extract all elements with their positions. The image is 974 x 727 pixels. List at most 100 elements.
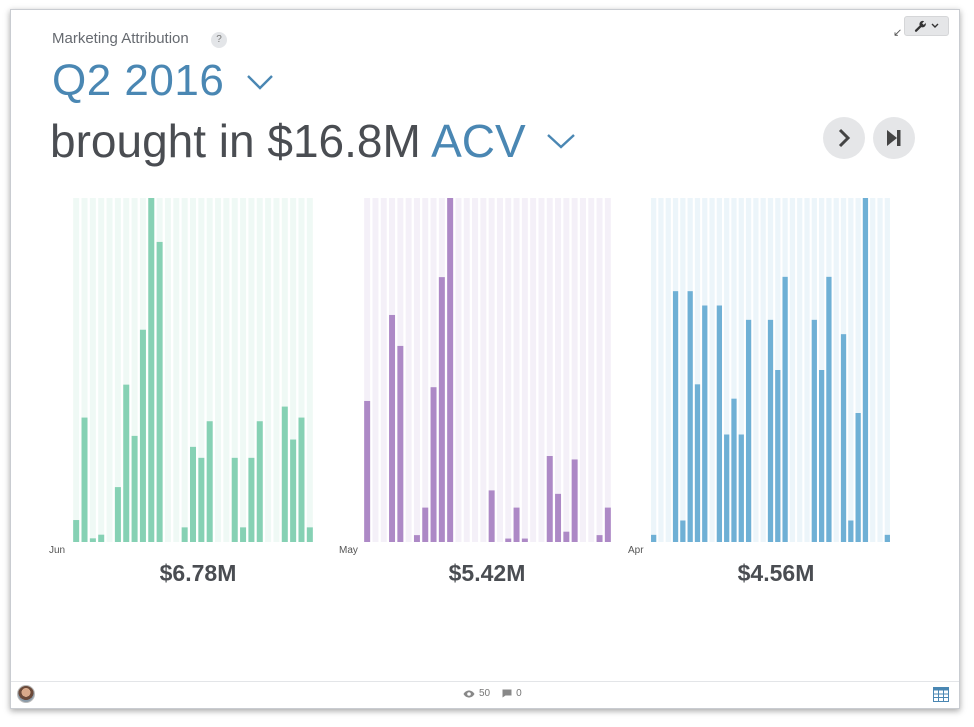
total-label-apr: $4.56M <box>737 560 815 586</box>
help-icon[interactable]: ? <box>211 32 227 48</box>
bar-may-9[interactable] <box>438 277 445 542</box>
bar-track-jun <box>114 198 121 542</box>
bar-jun-19[interactable] <box>231 457 238 542</box>
bar-apr-18[interactable] <box>782 276 788 542</box>
bar-jun-20[interactable] <box>240 527 247 542</box>
bar-may-6[interactable] <box>413 535 420 542</box>
bar-track-jun <box>181 198 188 542</box>
bar-apr-32[interactable] <box>884 534 890 542</box>
bar-apr-28[interactable] <box>855 413 861 542</box>
bar-apr-3[interactable] <box>672 291 679 542</box>
bar-apr-26[interactable] <box>840 334 847 542</box>
bar-jun-8[interactable] <box>139 329 146 542</box>
bar-track-may <box>455 198 462 542</box>
bar-jun-0[interactable] <box>73 520 80 542</box>
avatar[interactable] <box>17 685 35 703</box>
bar-jun-14[interactable] <box>189 446 197 542</box>
bar-apr-16[interactable] <box>767 319 774 542</box>
bar-may-15[interactable] <box>488 490 495 542</box>
period-chevron-down-icon[interactable] <box>246 74 274 90</box>
bar-apr-17[interactable] <box>775 370 781 542</box>
bar-jun-2[interactable] <box>89 538 96 542</box>
bar-jun-25[interactable] <box>281 406 288 542</box>
bar-jun-28[interactable] <box>306 527 313 542</box>
bar-may-29[interactable] <box>604 507 611 542</box>
wrench-icon <box>914 20 926 32</box>
bar-jun-15[interactable] <box>198 457 205 542</box>
bar-apr-6[interactable] <box>694 384 701 542</box>
bar-track-jun <box>206 198 213 542</box>
skip-to-end-button[interactable] <box>873 117 915 159</box>
bar-apr-29[interactable] <box>862 198 869 542</box>
comment-icon[interactable] <box>502 689 512 698</box>
bar-apr-9[interactable] <box>716 305 723 543</box>
bar-track-may <box>555 198 562 542</box>
bar-track-may <box>538 198 545 542</box>
bar-jun-6[interactable] <box>123 384 130 542</box>
bar-apr-24[interactable] <box>826 276 832 542</box>
bar-may-8[interactable] <box>430 387 437 542</box>
bar-track-may <box>413 198 420 542</box>
bar-jun-26[interactable] <box>290 439 297 542</box>
bar-may-19[interactable] <box>521 538 528 542</box>
bar-track-apr <box>731 198 737 542</box>
bar-apr-4[interactable] <box>680 520 686 543</box>
bar-apr-12[interactable] <box>738 434 744 543</box>
bar-may-3[interactable] <box>389 314 396 542</box>
bar-jun-10[interactable] <box>156 241 163 542</box>
bar-apr-11[interactable] <box>731 398 737 542</box>
bar-apr-5[interactable] <box>687 291 693 542</box>
skip-to-end-icon <box>887 130 901 146</box>
settings-menu-button[interactable] <box>904 16 949 36</box>
bar-track-may <box>505 198 512 542</box>
bar-track-apr <box>658 198 664 542</box>
bar-may-28[interactable] <box>596 535 603 542</box>
bar-jun-13[interactable] <box>181 527 188 542</box>
chevron-down-icon <box>931 23 939 28</box>
bar-may-10[interactable] <box>447 198 454 542</box>
metric-selector[interactable]: ACV <box>431 115 526 167</box>
dashboard-card: Marketing Attribution ? ↙ Q2 2016 brough… <box>10 9 960 709</box>
bar-apr-13[interactable] <box>745 319 752 542</box>
bar-may-22[interactable] <box>546 456 553 542</box>
bar-jun-9[interactable] <box>148 198 155 542</box>
bar-track-may <box>604 198 611 542</box>
bar-apr-10[interactable] <box>724 434 730 543</box>
bar-may-0[interactable] <box>364 400 371 542</box>
bar-may-23[interactable] <box>555 493 562 542</box>
bar-apr-22[interactable] <box>811 319 817 542</box>
total-label-may: $5.42M <box>448 560 526 586</box>
bar-jun-22[interactable] <box>256 421 263 542</box>
bar-jun-16[interactable] <box>206 421 213 542</box>
bar-jun-7[interactable] <box>131 435 138 542</box>
bar-track-apr <box>680 198 686 542</box>
bar-may-7[interactable] <box>422 507 429 542</box>
table-icon[interactable] <box>933 687 949 702</box>
bar-track-may <box>546 198 553 542</box>
bar-jun-1[interactable] <box>81 417 88 542</box>
bar-apr-0[interactable] <box>651 534 657 542</box>
bar-may-4[interactable] <box>397 345 404 542</box>
comments-count: 0 <box>516 688 522 699</box>
bar-track-may <box>364 198 371 542</box>
bar-may-18[interactable] <box>513 507 520 542</box>
bar-track-may <box>496 198 503 542</box>
bar-track-apr <box>855 198 861 542</box>
bar-apr-27[interactable] <box>848 520 854 543</box>
bar-jun-5[interactable] <box>114 487 121 542</box>
metric-chevron-down-icon[interactable] <box>546 133 576 149</box>
bar-may-24[interactable] <box>563 531 570 542</box>
bar-track-apr <box>760 198 766 542</box>
expand-icon[interactable]: ↙ <box>893 27 903 39</box>
bar-track-may <box>563 198 570 542</box>
bar-may-25[interactable] <box>571 459 578 542</box>
bar-jun-27[interactable] <box>298 417 305 542</box>
period-selector[interactable]: Q2 2016 <box>52 56 225 105</box>
bar-may-17[interactable] <box>505 538 512 542</box>
next-button[interactable] <box>823 117 865 159</box>
bar-apr-7[interactable] <box>702 305 708 543</box>
bar-track-jun <box>298 198 305 542</box>
bar-apr-23[interactable] <box>818 370 825 542</box>
bar-jun-3[interactable] <box>98 534 105 542</box>
bar-jun-21[interactable] <box>248 457 255 542</box>
